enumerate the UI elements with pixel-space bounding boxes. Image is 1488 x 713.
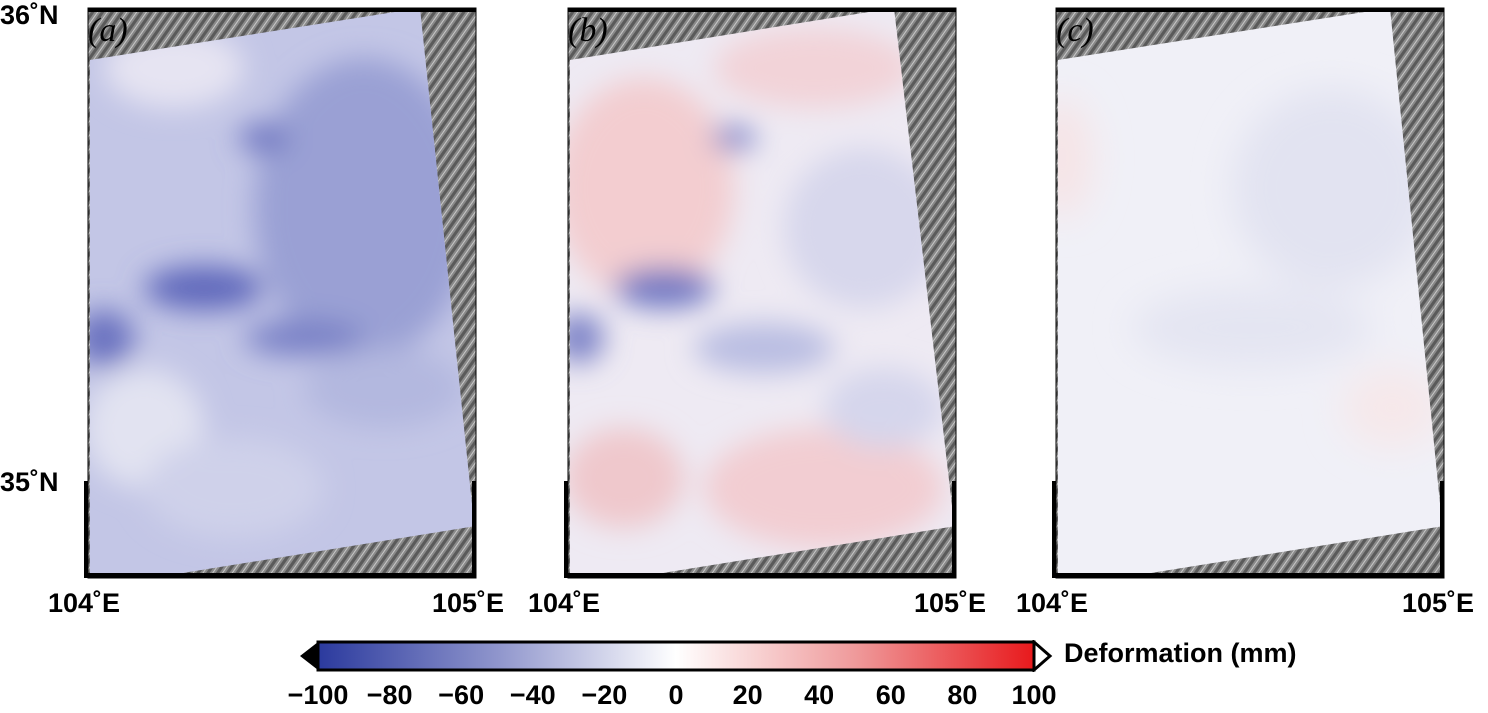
colorbar-tick-label: −40 xyxy=(509,680,556,710)
colorbar-graphic xyxy=(300,638,1053,674)
colorbar-tick-label: 20 xyxy=(732,680,763,710)
colorbar-tick-label: −80 xyxy=(366,680,413,710)
colorbar-tick-label: 80 xyxy=(947,680,978,710)
deformation-colorbar xyxy=(298,638,1054,674)
map-panel-b: (b) xyxy=(564,7,960,579)
longitude-label-a-east: 105˚E xyxy=(432,588,505,618)
longitude-label-a-west: 104˚E xyxy=(48,588,121,618)
latitude-label-36n: 36˚N xyxy=(0,0,59,30)
latitude-label-35n: 35˚N xyxy=(0,467,59,497)
map-panel-c: (c) xyxy=(1052,7,1448,579)
colorbar-tick-label: 100 xyxy=(1011,680,1057,710)
colorbar-title: Deformation (mm) xyxy=(1064,638,1297,668)
panel-label-c: (c) xyxy=(1056,12,1094,49)
longitude-label-b-west: 104˚E xyxy=(528,588,601,618)
map-panel-b-graphic xyxy=(564,7,957,579)
longitude-label-c-west: 104˚E xyxy=(1016,588,1089,618)
colorbar-tick-label: −60 xyxy=(438,680,485,710)
map-panel-a: (a) xyxy=(84,7,480,579)
colorbar-min-triangle xyxy=(300,642,318,670)
colorbar-tick-label: 0 xyxy=(668,680,684,710)
colorbar-max-triangle xyxy=(1032,638,1053,674)
longitude-label-c-east: 105˚E xyxy=(1402,588,1475,618)
colorbar-gradient xyxy=(316,640,1036,672)
map-panel-c-graphic xyxy=(1052,7,1445,579)
colorbar-tick-label: 40 xyxy=(804,680,835,710)
colorbar-tick-label: −100 xyxy=(287,680,349,710)
colorbar-tick-label: 60 xyxy=(875,680,906,710)
panel-label-a: (a) xyxy=(88,12,128,49)
longitude-label-b-east: 105˚E xyxy=(914,588,987,618)
panel-label-b: (b) xyxy=(568,12,608,49)
map-panel-a-graphic xyxy=(84,7,477,579)
colorbar-tick-label: −20 xyxy=(581,680,628,710)
